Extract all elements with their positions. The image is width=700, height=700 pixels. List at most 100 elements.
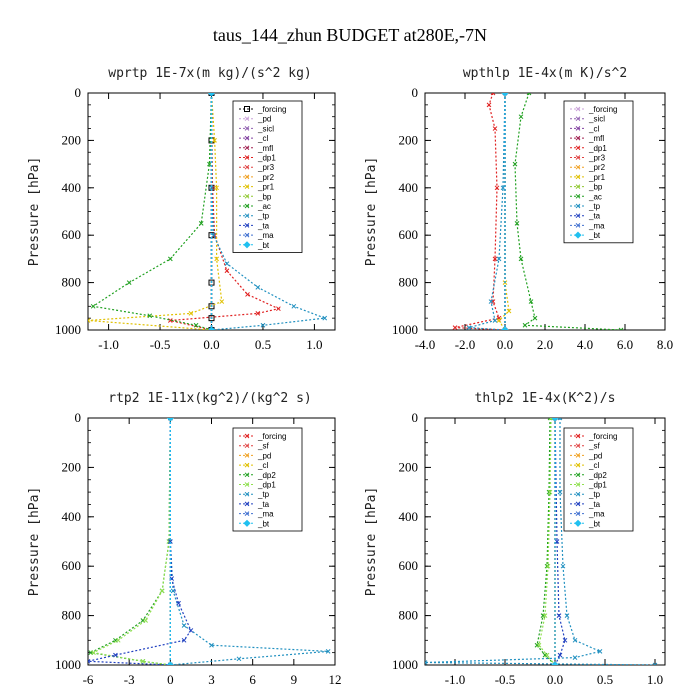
- panel-1: wprtp 1E-7x(m kg)/(s^2 kg) Pressure [hPa]…: [27, 66, 336, 352]
- legend-label: _ma: [588, 510, 605, 519]
- legend-marker: [244, 443, 250, 449]
- series-marker-ac: [528, 299, 534, 304]
- y-tick-label: 200: [399, 459, 419, 474]
- series-marker-tp: [488, 299, 494, 304]
- x-tick-label: 0.5: [255, 337, 271, 352]
- x-tick-label: 0.0: [203, 337, 219, 352]
- series-marker-ac: [126, 280, 132, 285]
- series-marker-tp: [211, 232, 216, 238]
- legend-label: _ta: [588, 212, 601, 221]
- series-marker-pr1: [219, 299, 225, 304]
- series-marker-tp: [560, 563, 566, 569]
- series-marker-bt: [551, 418, 559, 422]
- legend-label: _ma: [257, 510, 274, 519]
- legend-marker: [575, 184, 581, 189]
- series-line-dp2: [88, 418, 171, 665]
- panel-title: thlp2 1E-4x(K^2)/s: [475, 391, 616, 406]
- legend-marker: [244, 145, 250, 151]
- series-group: [88, 418, 331, 665]
- legend-label: _sf: [588, 442, 600, 451]
- panels-group: wprtp 1E-7x(m kg)/(s^2 kg) Pressure [hPa]…: [27, 66, 673, 687]
- legend-marker: [244, 126, 250, 131]
- legend-marker: [244, 472, 250, 478]
- series-marker-tp: [322, 315, 328, 321]
- legend-marker: [243, 519, 251, 527]
- x-tick-label: -0.5: [150, 337, 171, 352]
- legend-marker: [244, 453, 250, 458]
- legend-marker: [244, 223, 250, 228]
- series-line-ta: [88, 418, 192, 665]
- series-marker-ta: [554, 539, 560, 544]
- series-marker-tp: [291, 303, 297, 309]
- x-tick-label: 6: [249, 672, 256, 687]
- legend-label: _ta: [257, 221, 270, 230]
- figure-title: taus_144_zhun BUDGET at280E,-7N: [213, 25, 487, 45]
- legend-marker: [575, 511, 581, 516]
- y-tick-label: 400: [62, 509, 82, 524]
- legend-marker: [575, 135, 581, 141]
- series-marker-ac: [147, 313, 153, 319]
- legend-marker: [575, 453, 581, 458]
- y-tick-label: 800: [399, 275, 419, 290]
- legend-marker: [244, 213, 250, 219]
- series-marker-tp: [564, 613, 570, 618]
- legend-marker: [575, 501, 581, 507]
- legend-label: _cl: [588, 124, 599, 133]
- legend-label: _forcing: [588, 105, 617, 114]
- series-marker-ta: [188, 628, 194, 633]
- x-tick-label: 9: [291, 672, 298, 687]
- legend-marker: [244, 491, 250, 497]
- legend-label: _ma: [588, 221, 605, 230]
- x-tick-label: 4.0: [577, 337, 593, 352]
- y-tick-label: 600: [62, 558, 82, 573]
- series-marker-ac: [514, 220, 520, 226]
- legend-marker: [244, 174, 250, 180]
- legend-marker: [575, 193, 581, 199]
- series-marker-tp: [496, 256, 502, 262]
- y-tick-label: 0: [412, 410, 419, 425]
- series-marker-ac: [618, 327, 624, 330]
- legend-marker: [244, 116, 250, 122]
- series-marker-bt: [501, 326, 509, 330]
- legend-marker: [244, 482, 250, 487]
- legend-label: _bt: [257, 519, 270, 528]
- x-tick-label: -6: [83, 672, 94, 687]
- series-marker-bt: [207, 93, 216, 97]
- legend-marker: [575, 174, 581, 180]
- legend-label: _ta: [588, 500, 601, 509]
- legend-label: _dp1: [588, 144, 607, 153]
- series-marker-dp1: [492, 256, 498, 262]
- legend-marker: [244, 433, 250, 439]
- series-marker-dp1: [276, 306, 281, 312]
- legend-label: _cl: [257, 134, 268, 143]
- legend-label: _dp1: [588, 481, 607, 490]
- y-axis-label: Pressure [hPa]: [364, 157, 379, 267]
- legend-label: _ma: [257, 231, 274, 240]
- series-marker-bt: [551, 661, 559, 665]
- series-line-ac: [91, 93, 213, 330]
- series-marker-dp1: [492, 126, 498, 131]
- series-marker-dp1: [115, 637, 121, 643]
- series-marker-ta: [181, 637, 187, 643]
- series-marker-ac: [522, 322, 528, 328]
- series-marker-dp1: [140, 658, 146, 664]
- series-marker-ac: [193, 322, 199, 328]
- x-tick-label: -4.0: [415, 337, 436, 352]
- legend-marker: [575, 491, 581, 497]
- legend-label: _sf: [257, 442, 269, 451]
- series-marker-ta: [113, 652, 118, 658]
- legend-label: _ac: [588, 192, 602, 201]
- y-tick-label: 400: [399, 180, 419, 195]
- series-marker-tp: [557, 489, 563, 495]
- legend-marker: [575, 116, 581, 122]
- legend-marker: [575, 223, 581, 228]
- legend-label: _pd: [257, 451, 271, 460]
- x-tick-label: -1.0: [445, 672, 466, 687]
- legend-marker: [243, 241, 251, 249]
- series-marker-tp: [572, 655, 578, 660]
- y-tick-label: 1000: [55, 657, 81, 672]
- x-tick-label: 0.5: [597, 672, 613, 687]
- series-marker-tp: [557, 418, 563, 421]
- legend-label: _bp: [588, 183, 603, 192]
